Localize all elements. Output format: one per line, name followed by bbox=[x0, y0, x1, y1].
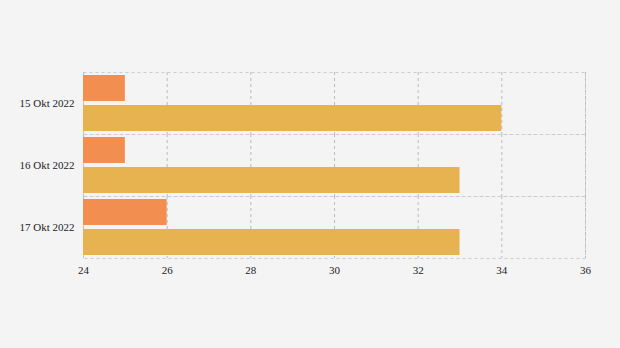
svg-text:17 Okt 2022: 17 Okt 2022 bbox=[20, 221, 75, 233]
svg-text:24: 24 bbox=[78, 264, 90, 276]
svg-text:16 Okt 2022: 16 Okt 2022 bbox=[20, 159, 75, 171]
svg-text:26: 26 bbox=[162, 264, 174, 276]
svg-text:36: 36 bbox=[580, 264, 592, 276]
svg-text:30: 30 bbox=[329, 264, 341, 276]
svg-text:15 Okt 2022: 15 Okt 2022 bbox=[20, 97, 75, 109]
svg-text:34: 34 bbox=[496, 264, 508, 276]
svg-text:28: 28 bbox=[245, 264, 256, 276]
svg-text:32: 32 bbox=[413, 264, 424, 276]
